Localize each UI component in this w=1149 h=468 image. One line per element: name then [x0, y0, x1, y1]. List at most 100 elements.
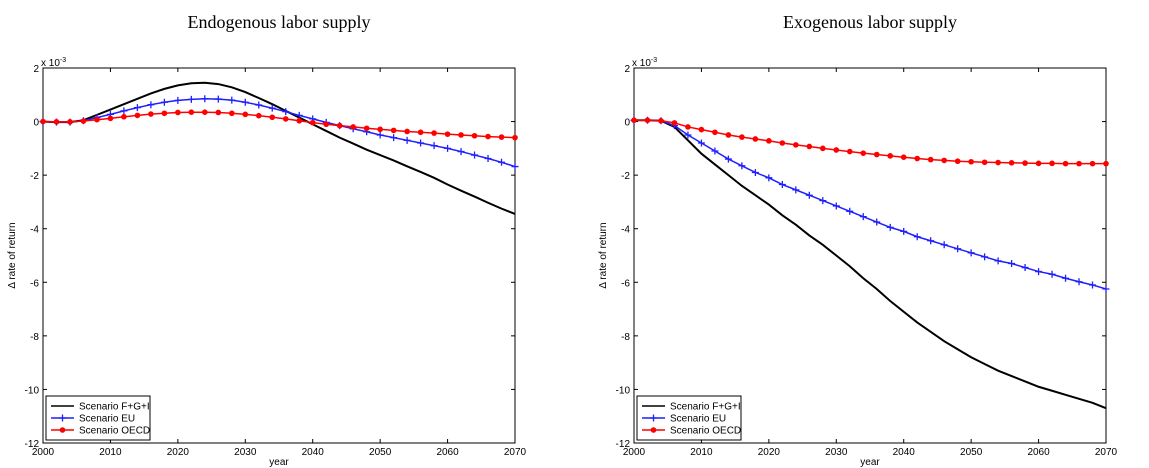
marker	[846, 148, 853, 155]
x-axis-label: year	[860, 457, 880, 468]
marker	[498, 134, 505, 140]
marker	[59, 414, 66, 422]
marker	[94, 116, 100, 123]
marker	[53, 119, 60, 125]
marker	[282, 108, 290, 116]
marker	[631, 117, 637, 124]
x-tick-label: 2000	[623, 447, 646, 458]
series-line	[42, 81, 516, 215]
marker	[650, 414, 657, 422]
marker	[887, 153, 894, 159]
marker	[430, 142, 438, 150]
marker	[698, 126, 705, 133]
marker	[403, 136, 411, 144]
marker	[484, 155, 492, 163]
marker	[241, 98, 249, 106]
multiplier-exponent: -3	[651, 57, 657, 64]
y-tick-label: -12	[25, 439, 40, 450]
marker	[778, 181, 786, 189]
y-tick-label: 0	[33, 118, 39, 129]
marker	[202, 109, 208, 115]
marker	[724, 155, 732, 163]
marker	[175, 109, 181, 116]
y-tick-label: 2	[33, 64, 39, 75]
marker	[1102, 285, 1110, 293]
marker	[201, 95, 209, 103]
marker	[390, 127, 397, 134]
y-tick-label: -10	[25, 385, 40, 396]
marker	[161, 110, 168, 117]
marker	[1076, 160, 1082, 167]
marker	[59, 427, 66, 433]
marker	[806, 143, 813, 150]
x-tick-label: 2030	[825, 447, 848, 458]
marker	[805, 191, 813, 199]
marker	[650, 427, 657, 433]
x-tick-label: 2040	[893, 447, 916, 458]
marker	[107, 115, 114, 122]
x-tick-label: 2010	[99, 447, 122, 458]
y-tick-label: -6	[621, 278, 630, 289]
marker	[40, 118, 46, 125]
x-tick-label: 2070	[1095, 447, 1118, 458]
multiplier-base: x 10	[632, 58, 651, 69]
marker	[120, 107, 128, 115]
marker	[914, 155, 920, 162]
marker	[282, 116, 289, 122]
marker	[295, 111, 303, 119]
x-tick-label: 2030	[234, 447, 257, 458]
axis-multiplier: x 10-3	[632, 57, 657, 69]
x-tick-label: 2000	[32, 447, 55, 458]
x-tick-label: 2020	[167, 447, 190, 458]
marker	[229, 110, 235, 117]
marker	[712, 129, 718, 136]
marker	[268, 104, 276, 112]
marker	[148, 111, 154, 117]
chart: Endogenous labor supply 2000 2010 2020 2030 2…	[7, 12, 527, 468]
marker	[846, 207, 854, 215]
marker	[458, 132, 464, 138]
marker	[121, 113, 127, 120]
y-tick-label: -8	[621, 332, 630, 343]
marker	[658, 117, 664, 124]
x-tick-label: 2040	[302, 447, 325, 458]
marker	[242, 111, 249, 118]
marker	[471, 132, 478, 139]
marker	[485, 133, 491, 140]
marker	[981, 159, 988, 166]
marker	[994, 257, 1002, 265]
marker	[80, 118, 87, 124]
x-axis-label: year	[269, 457, 289, 468]
chart-title: Exogenous labor supply	[783, 12, 957, 32]
marker	[350, 124, 356, 130]
axis-multiplier: x 10-3	[41, 57, 66, 69]
legend-label: Scenario F+G+I	[79, 402, 150, 413]
series-line	[634, 119, 1107, 410]
marker	[873, 151, 880, 158]
marker	[940, 241, 948, 249]
marker	[67, 119, 73, 125]
legend-label: Scenario OECD	[670, 426, 741, 437]
marker	[1049, 160, 1055, 167]
marker	[471, 151, 479, 159]
marker	[160, 98, 168, 106]
marker	[214, 95, 222, 103]
marker	[1075, 278, 1083, 286]
marker	[860, 150, 867, 156]
marker	[1008, 260, 1016, 268]
marker	[792, 186, 800, 194]
marker	[187, 95, 195, 103]
marker	[954, 245, 962, 253]
marker	[323, 121, 330, 128]
marker	[967, 249, 975, 257]
marker	[1103, 160, 1109, 167]
marker	[766, 138, 772, 144]
marker	[941, 157, 947, 164]
marker	[417, 139, 425, 147]
marker	[752, 136, 759, 142]
y-axis-label: Δ rate of return	[7, 222, 18, 288]
marker	[981, 253, 989, 261]
marker	[336, 122, 343, 129]
